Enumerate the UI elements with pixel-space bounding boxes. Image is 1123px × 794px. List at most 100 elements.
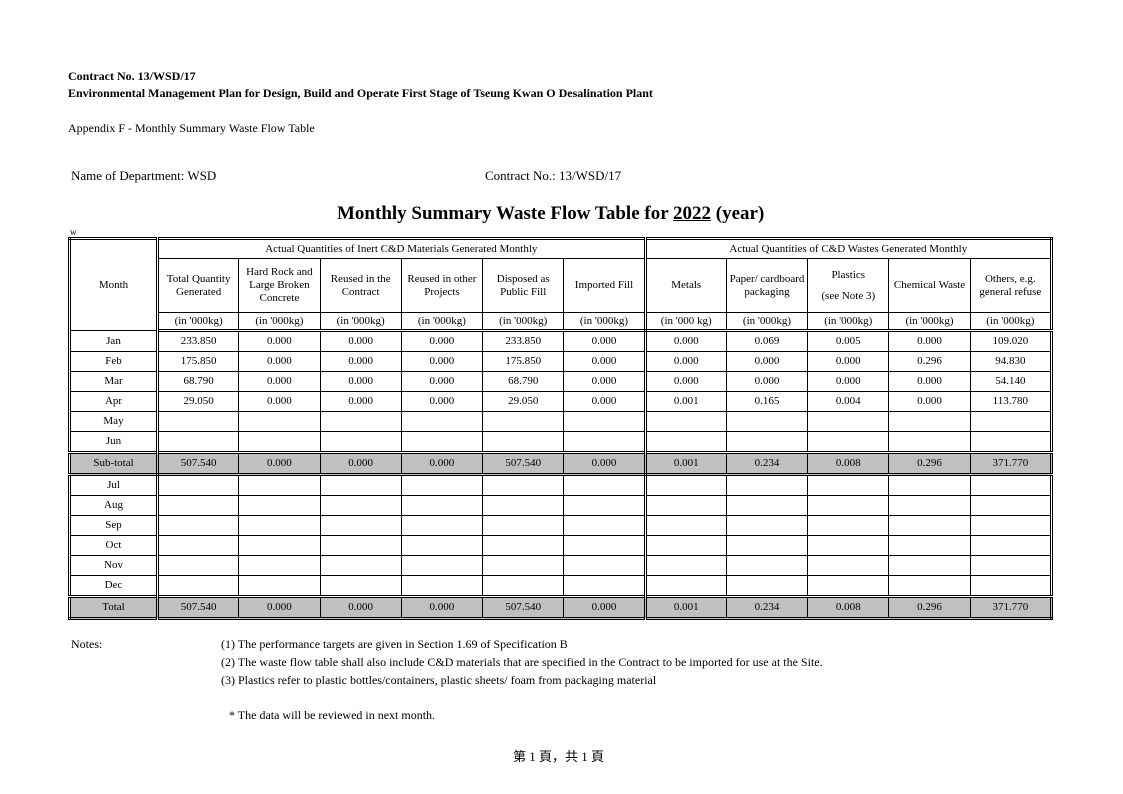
note-2: (2) The waste flow table shall also incl…	[221, 655, 823, 669]
column-unit: (in '000kg)	[156, 312, 240, 332]
value-cell: 0.000	[563, 371, 647, 392]
column-unit: (in '000kg)	[400, 312, 484, 332]
table-row: Dec	[69, 575, 1053, 597]
column-label: Chemical Waste	[893, 279, 966, 291]
value-cell: 0.000	[644, 351, 727, 372]
month-header: Month	[69, 238, 159, 331]
column-label: Imported Fill	[574, 279, 634, 291]
value-cell	[482, 535, 565, 556]
value-cell	[156, 555, 240, 576]
value-cell: 233.850	[156, 330, 240, 352]
title-suffix: (year)	[711, 203, 765, 224]
value-cell: 29.050	[482, 391, 565, 412]
month-cell: Aug	[69, 495, 159, 516]
table-row: Nov	[69, 555, 1053, 576]
value-cell: 0.000	[400, 330, 484, 352]
column-header: Paper/ cardboard packaging	[725, 258, 809, 313]
value-cell: 0.001	[644, 391, 727, 412]
value-cell	[725, 555, 809, 576]
value-cell	[482, 515, 565, 536]
value-cell	[400, 495, 484, 516]
value-cell: 0.000	[238, 391, 321, 412]
value-cell	[238, 555, 321, 576]
column-unit: (in '000kg)	[807, 312, 890, 332]
value-cell	[563, 555, 647, 576]
value-cell	[969, 535, 1053, 556]
value-cell: 0.000	[563, 595, 647, 619]
column-header: Chemical Waste	[888, 258, 971, 313]
notes-label: Notes:	[71, 637, 103, 651]
value-cell	[319, 515, 402, 536]
column-unit: (in '000kg)	[319, 312, 402, 332]
value-cell	[482, 411, 565, 432]
value-cell	[888, 555, 971, 576]
value-cell	[725, 474, 809, 496]
value-cell: 507.540	[156, 595, 240, 619]
value-cell	[969, 431, 1053, 453]
value-cell: 0.001	[644, 451, 727, 476]
review-note: * The data will be reviewed in next mont…	[229, 708, 436, 722]
column-label: Metals	[671, 279, 702, 291]
appendix-title: Appendix F - Monthly Summary Waste Flow …	[68, 121, 315, 135]
value-cell	[563, 431, 647, 453]
value-cell	[644, 431, 727, 453]
value-cell	[400, 411, 484, 432]
value-cell: 0.000	[888, 330, 971, 352]
month-cell: Total	[69, 595, 159, 619]
value-cell: 0.000	[725, 351, 809, 372]
title-year: 2022	[673, 203, 712, 224]
value-cell	[888, 515, 971, 536]
value-cell: 0.000	[563, 330, 647, 352]
contract-number: Contract No.: 13/WSD/17	[485, 168, 622, 183]
value-cell	[969, 411, 1053, 432]
contract-line: Contract No. 13/WSD/17	[68, 69, 196, 83]
value-cell: 0.000	[644, 330, 727, 352]
column-unit: (in '000kg)	[725, 312, 809, 332]
value-cell	[482, 555, 565, 576]
table-row: Jan 233.850 0.000 0.000 0.000 233.850 0.000 0.0…	[69, 330, 1053, 352]
month-cell: Dec	[69, 575, 159, 597]
table-row: Jun	[69, 431, 1053, 453]
month-cell: Jan	[69, 330, 159, 352]
value-cell	[807, 575, 890, 597]
column-header: Hard Rock and Large Broken Concrete	[238, 258, 321, 313]
column-label-note: (see Note 3)	[821, 289, 876, 302]
value-cell	[400, 474, 484, 496]
value-cell: 0.000	[400, 351, 484, 372]
value-cell	[807, 431, 890, 453]
value-cell: 0.000	[888, 371, 971, 392]
column-header: Disposed as Public Fill	[482, 258, 565, 313]
value-cell	[563, 535, 647, 556]
month-cell: Sub-total	[69, 451, 159, 476]
value-cell	[725, 431, 809, 453]
value-cell	[888, 431, 971, 453]
value-cell	[238, 431, 321, 453]
value-cell: 0.000	[563, 351, 647, 372]
month-cell: Sep	[69, 515, 159, 536]
month-cell: Jun	[69, 431, 159, 453]
value-cell: 507.540	[482, 451, 565, 476]
column-header: Total Quantity Generated	[156, 258, 240, 313]
table-row: Total 507.540 0.000 0.000 0.000 507.540 0.000 0…	[69, 595, 1053, 619]
value-cell: 0.000	[400, 371, 484, 392]
value-cell: 0.000	[888, 391, 971, 412]
value-cell: 233.850	[482, 330, 565, 352]
value-cell	[725, 495, 809, 516]
month-cell: Jul	[69, 474, 159, 496]
value-cell	[563, 474, 647, 496]
column-unit: (in '000kg)	[238, 312, 321, 332]
value-cell	[644, 555, 727, 576]
value-cell	[969, 515, 1053, 536]
value-cell	[156, 474, 240, 496]
value-cell	[319, 474, 402, 496]
value-cell: 0.000	[319, 351, 402, 372]
value-cell	[156, 535, 240, 556]
value-cell: 0.000	[563, 391, 647, 412]
table-row: May	[69, 411, 1053, 432]
department-name: Name of Department: WSD	[71, 168, 217, 183]
value-cell: 507.540	[156, 451, 240, 476]
page-title: Monthly Summary Waste Flow Table for 202…	[337, 203, 764, 225]
value-cell: 371.770	[969, 451, 1053, 476]
value-cell	[969, 575, 1053, 597]
